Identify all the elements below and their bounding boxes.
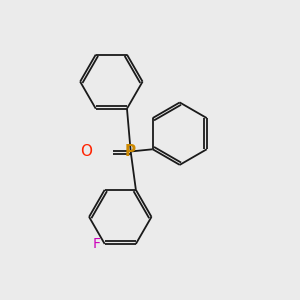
Text: O: O: [80, 144, 92, 159]
Text: F: F: [92, 237, 100, 251]
Text: P: P: [125, 144, 136, 159]
